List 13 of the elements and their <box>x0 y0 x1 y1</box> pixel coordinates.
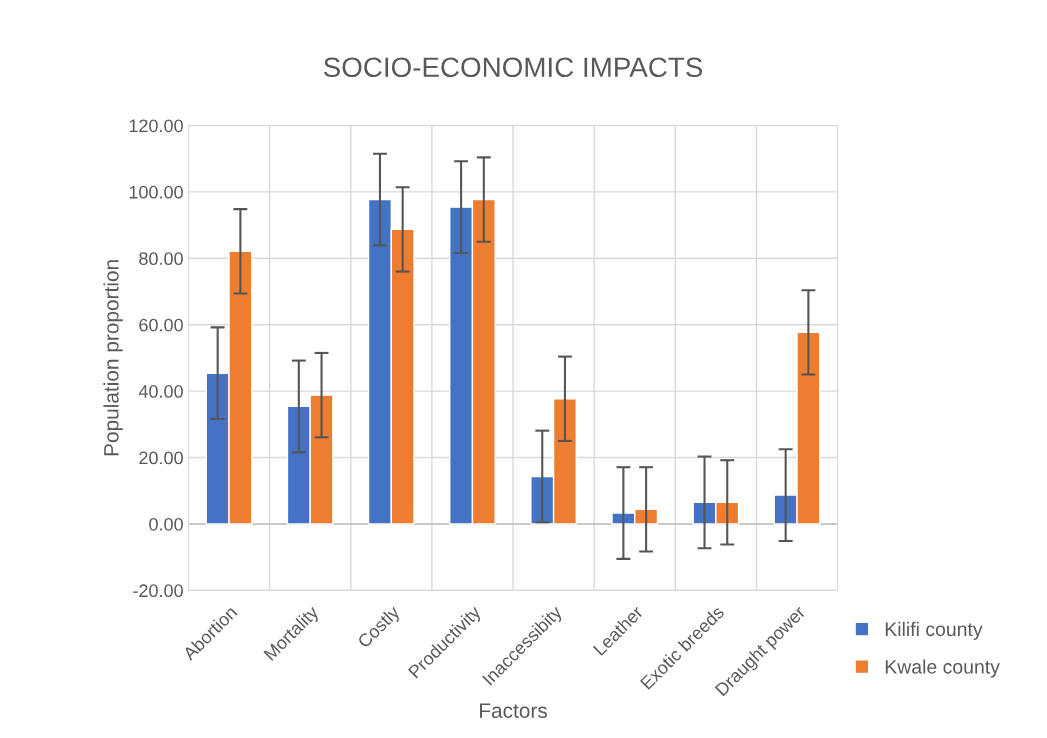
legend-label: Kilifi county <box>885 621 983 640</box>
y-tick-label: 40.00 <box>138 385 183 398</box>
y-tick-label: 0.00 <box>149 517 183 531</box>
legend-label: Kwale county <box>885 659 1000 678</box>
y-tick-label: 20.00 <box>139 451 183 465</box>
y-tick-label: -20.00 <box>133 584 183 598</box>
y-tick-label: 120.00 <box>129 119 183 133</box>
y-tick-label: 60.00 <box>139 318 183 332</box>
y-tick-label: 100.00 <box>129 185 183 199</box>
y-tick-label: 80.00 <box>139 252 183 266</box>
chart-title: SOCIO-ECONOMIC IMPACTS <box>323 57 703 78</box>
x-axis-title: Factors <box>480 703 548 719</box>
y-axis-title: Population proportion <box>103 260 123 456</box>
